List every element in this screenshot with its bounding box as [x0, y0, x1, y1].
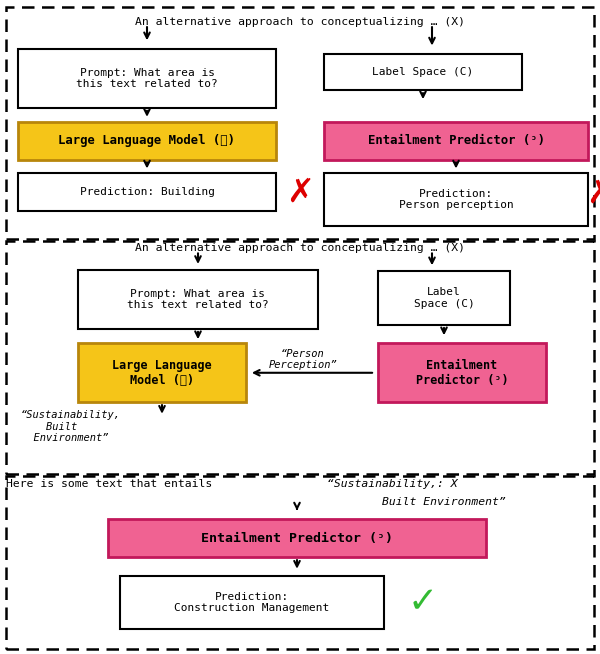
Bar — [18, 122, 276, 160]
Bar — [324, 122, 588, 160]
Text: Prediction:
Construction Management: Prediction: Construction Management — [175, 591, 329, 613]
Text: Label
Space (C): Label Space (C) — [413, 287, 475, 309]
Text: Large Language
Model (ℒ): Large Language Model (ℒ) — [112, 359, 212, 387]
Bar — [6, 7, 594, 239]
Text: An alternative approach to conceptualizing … (X): An alternative approach to conceptualizi… — [135, 243, 465, 253]
Bar — [120, 576, 384, 629]
Bar — [78, 270, 318, 329]
Bar — [6, 476, 594, 649]
Text: Prediction:
Person perception: Prediction: Person perception — [398, 188, 514, 211]
Bar — [18, 49, 276, 108]
Bar — [324, 54, 522, 90]
Text: Prompt: What area is
this text related to?: Prompt: What area is this text related t… — [127, 288, 269, 311]
Text: “Sustainability,
    Built
  Environment”: “Sustainability, Built Environment” — [21, 410, 121, 443]
Text: Large Language Model (ℒ): Large Language Model (ℒ) — [59, 134, 235, 147]
Bar — [108, 519, 486, 557]
Text: “Person
Perception”: “Person Perception” — [269, 349, 337, 371]
Text: Prompt: What area is
this text related to?: Prompt: What area is this text related t… — [76, 67, 218, 90]
Text: “Sustainability,: X: “Sustainability,: X — [327, 479, 458, 489]
Text: Entailment
Predictor (ᵓ): Entailment Predictor (ᵓ) — [416, 359, 508, 387]
Text: ✗: ✗ — [586, 177, 600, 209]
Text: Prediction: Building: Prediction: Building — [79, 187, 215, 198]
Bar — [78, 343, 246, 402]
Bar — [378, 271, 510, 325]
Text: Entailment Predictor (ᵓ): Entailment Predictor (ᵓ) — [201, 532, 393, 545]
Bar — [6, 241, 594, 474]
Text: Entailment Predictor (ᵓ): Entailment Predictor (ᵓ) — [367, 134, 545, 147]
Text: ✓: ✓ — [408, 585, 438, 619]
Bar — [378, 343, 546, 402]
Bar — [324, 173, 588, 226]
Bar — [18, 173, 276, 211]
Text: ✗: ✗ — [286, 176, 314, 209]
Text: Built Environment”: Built Environment” — [327, 497, 506, 507]
Text: An alternative approach to conceptualizing … (X): An alternative approach to conceptualizi… — [135, 17, 465, 27]
Text: Here is some text that entails: Here is some text that entails — [6, 479, 219, 489]
Text: Label Space (C): Label Space (C) — [373, 67, 473, 77]
